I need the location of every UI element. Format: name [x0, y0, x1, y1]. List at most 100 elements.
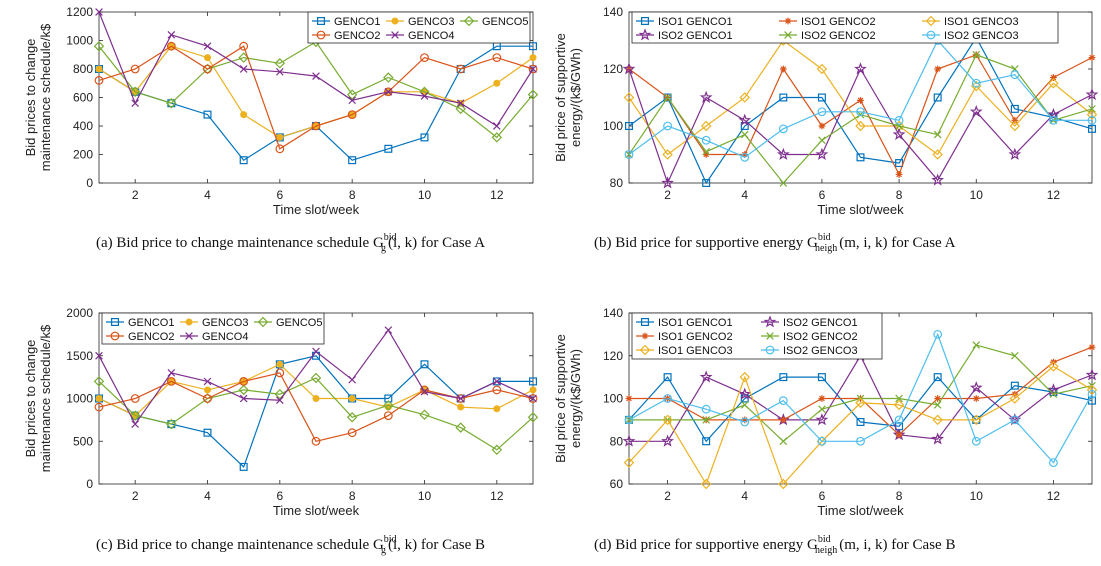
caption-tail: (i, k) for Case A [388, 235, 485, 251]
x-tick-label: 2 [664, 489, 671, 503]
data-point [856, 436, 865, 446]
panel-caption: (d) Bid price for supportive energy Gbid… [594, 534, 955, 556]
data-point [816, 436, 828, 447]
legend-entry: GENCO4 [408, 30, 454, 42]
legend-entry: ISO1 GENCO1 [658, 16, 733, 28]
data-point [93, 376, 105, 387]
data-point [931, 432, 945, 445]
data-point [1049, 115, 1058, 125]
chart-c: 2 4 6 8 10 12 0 500 1000 1500 2000 Time slot/week Bi… [23, 306, 539, 556]
x-tick-label: 4 [741, 188, 748, 202]
data-point [817, 93, 826, 102]
data-point [932, 414, 943, 426]
data-point [1010, 381, 1019, 390]
panel-caption: (a) Bid price to change maintenance sche… [96, 232, 485, 254]
legend-entry: ISO1 GENCO3 [658, 345, 733, 357]
data-point [971, 78, 981, 88]
data-point [203, 394, 212, 403]
y-tick-label: 500 [73, 434, 93, 448]
legend-entry: ISO2 GENCO1 [658, 30, 733, 42]
data-point [274, 58, 286, 69]
data-point [131, 420, 139, 428]
data-point [663, 394, 672, 403]
legend-box [631, 11, 1059, 44]
data-point [311, 121, 321, 131]
data-point [276, 68, 284, 76]
data-point [895, 159, 904, 168]
data-point [702, 179, 711, 188]
data-point [855, 397, 866, 409]
data-point [971, 414, 982, 426]
legend-box [101, 312, 325, 345]
legend-entry: ISO1 GENCO2 [801, 16, 876, 28]
y-tick-label: 1500 [66, 349, 93, 363]
data-point [624, 415, 634, 425]
x-axis-label: Time slot/week [817, 503, 904, 518]
legend-entry: GENCO3 [202, 317, 248, 329]
series-line [628, 36, 1093, 185]
data-point [276, 133, 284, 141]
data-point [623, 92, 635, 103]
legend-entry: ISO2 GENCO2 [801, 30, 876, 42]
y-tick-label: 1000 [66, 34, 93, 48]
data-point [699, 370, 713, 383]
data-point [95, 65, 103, 73]
series-line [628, 67, 1093, 185]
data-point [817, 373, 826, 382]
data-point [702, 147, 710, 156]
x-tick-label: 10 [970, 489, 984, 503]
data-point [625, 395, 633, 402]
data-point [969, 105, 983, 118]
x-tick-label: 8 [349, 489, 356, 503]
data-point [456, 394, 466, 403]
data-point [971, 80, 982, 92]
legend-entry: ISO1 GENCO2 [658, 331, 733, 343]
data-point [457, 403, 465, 411]
data-point [1085, 87, 1099, 101]
data-point [384, 144, 393, 153]
data-point [492, 385, 502, 395]
data-point [895, 171, 903, 178]
data-point [240, 111, 248, 119]
y-tick-label: 1200 [66, 5, 93, 19]
series-iso1-genco2 [625, 51, 1096, 178]
data-point [661, 176, 674, 189]
legend-marker [257, 316, 269, 328]
data-point [167, 420, 176, 429]
data-point [239, 156, 248, 165]
data-point [894, 415, 904, 425]
data-point [130, 64, 140, 74]
data-point [420, 53, 429, 62]
x-axis-label: Time slot/week [273, 202, 360, 217]
data-point [702, 437, 711, 446]
y-tick-label: 0 [86, 477, 93, 491]
legend-entry: ISO1 GENCO1 [658, 317, 733, 329]
data-point [166, 377, 176, 386]
data-point [95, 395, 103, 402]
legend-entry: ISO2 GENCO2 [783, 331, 858, 343]
data-point [776, 147, 790, 160]
caption-tail: (m, i, k) for Case A [839, 235, 955, 251]
data-point [455, 422, 466, 433]
y-tick-label: 60 [610, 477, 624, 491]
data-point [311, 436, 321, 446]
legend-entry: GENCO5 [276, 317, 322, 329]
series-genco2 [94, 41, 538, 154]
caption-sup: bid [384, 534, 397, 545]
series-line [628, 39, 1092, 158]
data-point [384, 87, 393, 96]
data-point [856, 418, 865, 427]
legend-entry: ISO2 GENCO3 [783, 345, 858, 357]
legend-marker [185, 332, 193, 340]
data-point [95, 8, 103, 16]
data-point [856, 107, 865, 117]
data-point [420, 360, 429, 369]
data-point [778, 396, 788, 406]
data-point [933, 130, 942, 139]
legend-marker [926, 30, 936, 40]
data-point [1010, 415, 1020, 425]
y-tick-label: 0 [86, 176, 93, 190]
data-point [1011, 116, 1019, 124]
data-point [383, 72, 394, 83]
